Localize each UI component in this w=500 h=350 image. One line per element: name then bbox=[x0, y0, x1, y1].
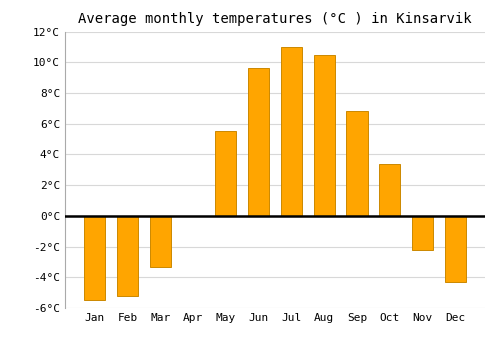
Bar bbox=[444, 216, 466, 282]
Bar bbox=[150, 216, 171, 267]
Bar bbox=[412, 216, 433, 250]
Bar bbox=[346, 111, 368, 216]
Bar bbox=[215, 131, 236, 216]
Bar bbox=[117, 216, 138, 296]
Title: Average monthly temperatures (°C ) in Kinsarvik: Average monthly temperatures (°C ) in Ki… bbox=[78, 12, 472, 26]
Bar bbox=[248, 68, 270, 216]
Bar bbox=[314, 55, 335, 216]
Bar bbox=[84, 216, 106, 300]
Bar bbox=[280, 47, 302, 216]
Bar bbox=[379, 163, 400, 216]
